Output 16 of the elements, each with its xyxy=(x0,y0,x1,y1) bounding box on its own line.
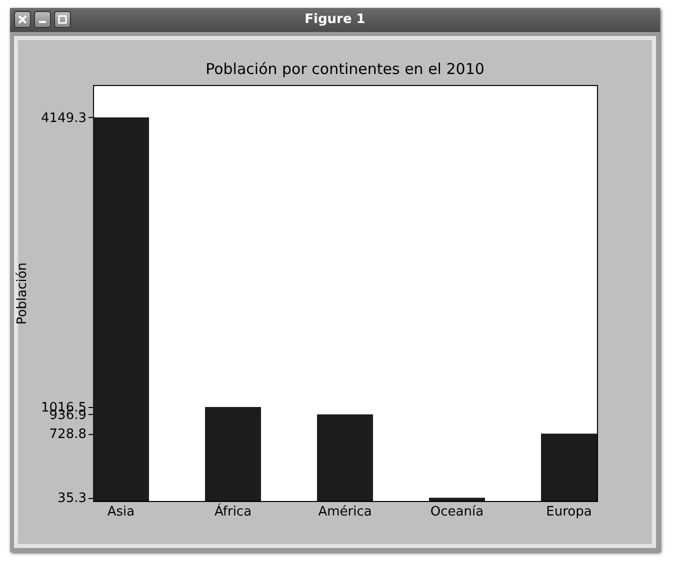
caption: Figure 1 xyxy=(304,12,366,27)
y-tick-label: 4149.3 xyxy=(41,110,86,126)
bar xyxy=(317,414,373,501)
x-tick-label: Asia xyxy=(107,504,135,520)
x-tick-label: América xyxy=(318,504,372,520)
x-tick-label: África xyxy=(214,502,252,520)
x-tick-label: Europa xyxy=(546,504,592,520)
y-tick-label: 728.8 xyxy=(49,427,86,442)
bar xyxy=(205,407,261,501)
chart-title: Población por continentes en el 2010 xyxy=(206,60,484,78)
bar xyxy=(429,498,485,501)
bar xyxy=(541,434,597,501)
y-axis-title: Población xyxy=(15,262,30,325)
bar xyxy=(93,117,149,501)
y-tick-label: 35.3 xyxy=(58,491,86,506)
x-tick-label: Oceanía xyxy=(430,504,484,520)
